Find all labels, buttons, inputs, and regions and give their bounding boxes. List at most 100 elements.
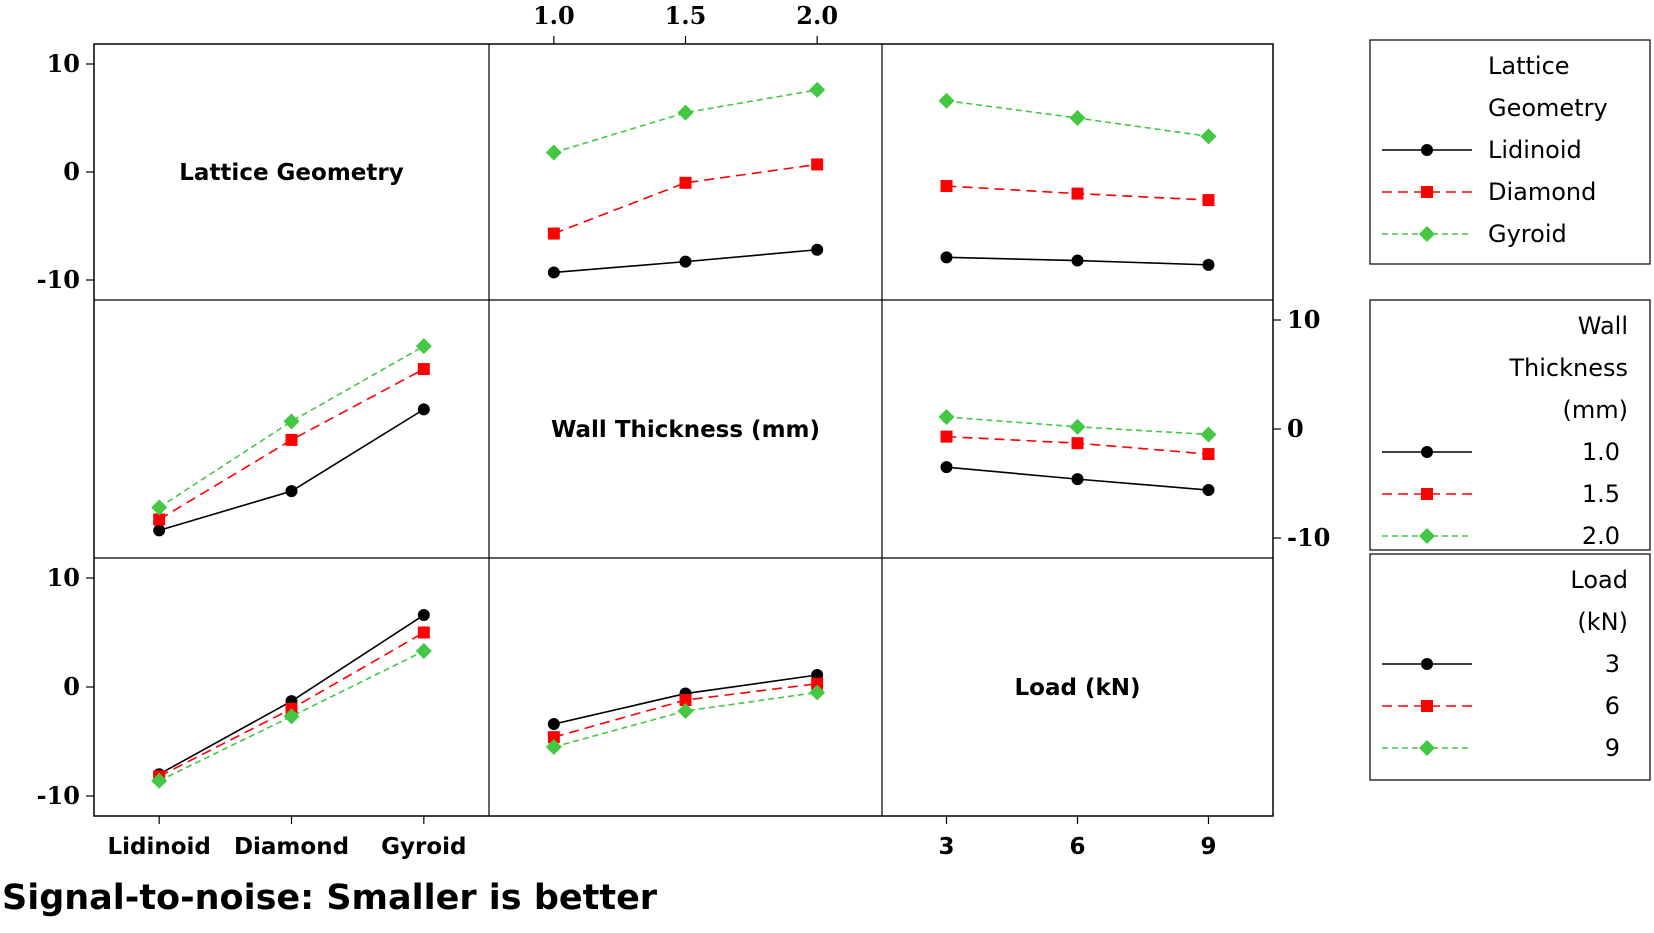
legend-marker bbox=[1421, 446, 1433, 458]
legend-lattice: Lattice Geometry Lidinoid Diamond Gyroid bbox=[1369, 39, 1651, 265]
data-point bbox=[1202, 258, 1215, 271]
legend-wall: Wall Thickness (mm) 1.0 1.5 2.0 bbox=[1369, 299, 1651, 551]
y-tick-label: -10 bbox=[37, 265, 80, 294]
panel-r1-c0 bbox=[151, 338, 432, 537]
legend-entry: Diamond bbox=[1488, 178, 1596, 206]
data-point bbox=[283, 708, 300, 725]
data-point bbox=[153, 513, 166, 526]
x-tick-label: 1.0 bbox=[533, 1, 575, 30]
data-point bbox=[940, 461, 953, 474]
panel-r2-c1 bbox=[545, 669, 826, 755]
data-point bbox=[547, 718, 560, 731]
legend-title: Geometry bbox=[1488, 94, 1608, 122]
y-tick-label: -10 bbox=[37, 781, 80, 810]
legend-title: Load bbox=[1570, 566, 1628, 594]
data-point bbox=[547, 227, 560, 240]
legend-box bbox=[1369, 553, 1651, 781]
x-tick-label: Diamond bbox=[234, 834, 349, 860]
series-line-2.0 bbox=[158, 345, 425, 509]
x-tick-label: Lidinoid bbox=[107, 834, 210, 860]
legend-title: (kN) bbox=[1577, 608, 1628, 636]
data-point bbox=[679, 176, 692, 189]
data-point bbox=[415, 643, 432, 660]
series-line-1.5 bbox=[158, 368, 425, 521]
data-point bbox=[809, 684, 826, 701]
data-point bbox=[285, 433, 298, 446]
legend-entry: 6 bbox=[1605, 692, 1620, 720]
legend-entry: Gyroid bbox=[1488, 220, 1567, 248]
panel-r0-c2 bbox=[938, 92, 1217, 271]
plot-frame bbox=[93, 43, 1274, 817]
y-tick-label: 10 bbox=[1287, 305, 1320, 334]
legend-entry: 3 bbox=[1605, 650, 1620, 678]
data-point bbox=[677, 702, 694, 719]
data-point bbox=[151, 772, 168, 789]
factor-label-wall: Wall Thickness (mm) bbox=[551, 417, 820, 443]
data-point bbox=[417, 626, 430, 639]
chart-caption: Signal-to-noise: Smaller is better bbox=[2, 878, 658, 918]
legend-marker bbox=[1419, 528, 1435, 544]
y-tick-label: 0 bbox=[63, 157, 80, 186]
data-point bbox=[547, 731, 560, 744]
legend-marker bbox=[1421, 700, 1433, 712]
data-point bbox=[417, 363, 430, 376]
data-point bbox=[1071, 254, 1084, 267]
data-point bbox=[938, 409, 955, 426]
panel-r0-c1 bbox=[545, 81, 826, 279]
legend-entry: 2.0 bbox=[1582, 522, 1620, 550]
y-tick-label: 0 bbox=[63, 672, 80, 701]
data-point bbox=[811, 243, 824, 256]
data-point bbox=[547, 266, 560, 279]
legend-title: Lattice bbox=[1488, 52, 1570, 80]
data-point bbox=[1202, 484, 1215, 497]
legend-marker bbox=[1421, 186, 1433, 198]
legend-marker bbox=[1419, 226, 1435, 242]
data-point bbox=[679, 694, 692, 707]
data-point bbox=[283, 413, 300, 430]
data-point bbox=[938, 92, 955, 109]
data-point bbox=[415, 338, 432, 355]
legend-load: Load (kN) 3 6 9 bbox=[1369, 553, 1651, 781]
matrix-border bbox=[93, 43, 1274, 817]
factor-label-load: Load (kN) bbox=[1014, 675, 1140, 701]
data-point bbox=[1071, 473, 1084, 486]
data-point bbox=[417, 609, 430, 622]
series-line-3 bbox=[158, 614, 425, 775]
series-line-9 bbox=[158, 650, 425, 782]
data-point bbox=[545, 738, 562, 755]
legend-marker bbox=[1419, 740, 1435, 756]
x-tick-label: 1.5 bbox=[665, 1, 707, 30]
legend-entry: Lidinoid bbox=[1488, 136, 1582, 164]
legend-box bbox=[1369, 39, 1651, 265]
y-tick-label: 10 bbox=[47, 563, 80, 592]
data-point bbox=[1069, 110, 1086, 126]
data-point bbox=[1202, 194, 1215, 207]
data-point bbox=[151, 499, 168, 516]
data-point bbox=[940, 430, 953, 443]
data-point bbox=[1202, 448, 1215, 461]
x-tick-label: 9 bbox=[1200, 834, 1216, 860]
data-point bbox=[940, 251, 953, 264]
data-point bbox=[1200, 128, 1217, 145]
legend-marker bbox=[1421, 658, 1433, 670]
series-line-Diamond bbox=[553, 163, 818, 235]
x-tick-label: 2.0 bbox=[796, 1, 838, 30]
data-point bbox=[1071, 437, 1084, 450]
legend-entry: 1.0 bbox=[1582, 438, 1620, 466]
legend-title: (mm) bbox=[1563, 396, 1628, 424]
x-tick-label: 3 bbox=[939, 834, 955, 860]
axes: 10 0 -10 10 0 -10 10 0 -10 1.0 1.5 2.0 Lidinoid Diamo… bbox=[37, 1, 1331, 860]
x-tick-label: Gyroid bbox=[381, 834, 466, 860]
y-tick-label: 0 bbox=[1287, 414, 1304, 443]
factor-label-lattice: Lattice Geometry bbox=[179, 160, 403, 186]
legend-entry: 1.5 bbox=[1582, 480, 1620, 508]
data-point bbox=[1069, 418, 1086, 435]
legends: Lattice Geometry Lidinoid Diamond Gyroid Wall… bbox=[1369, 39, 1651, 781]
legend-title: Wall bbox=[1578, 312, 1628, 340]
data-point bbox=[811, 677, 824, 690]
data-point bbox=[677, 104, 694, 121]
series-line-9 bbox=[553, 691, 818, 748]
y-tick-label: -10 bbox=[1287, 523, 1330, 552]
data-point bbox=[809, 81, 826, 98]
interaction-plot: 10 0 -10 10 0 -10 10 0 -10 1.0 1.5 2.0 Lidinoid Diamo… bbox=[37, 1, 1651, 860]
